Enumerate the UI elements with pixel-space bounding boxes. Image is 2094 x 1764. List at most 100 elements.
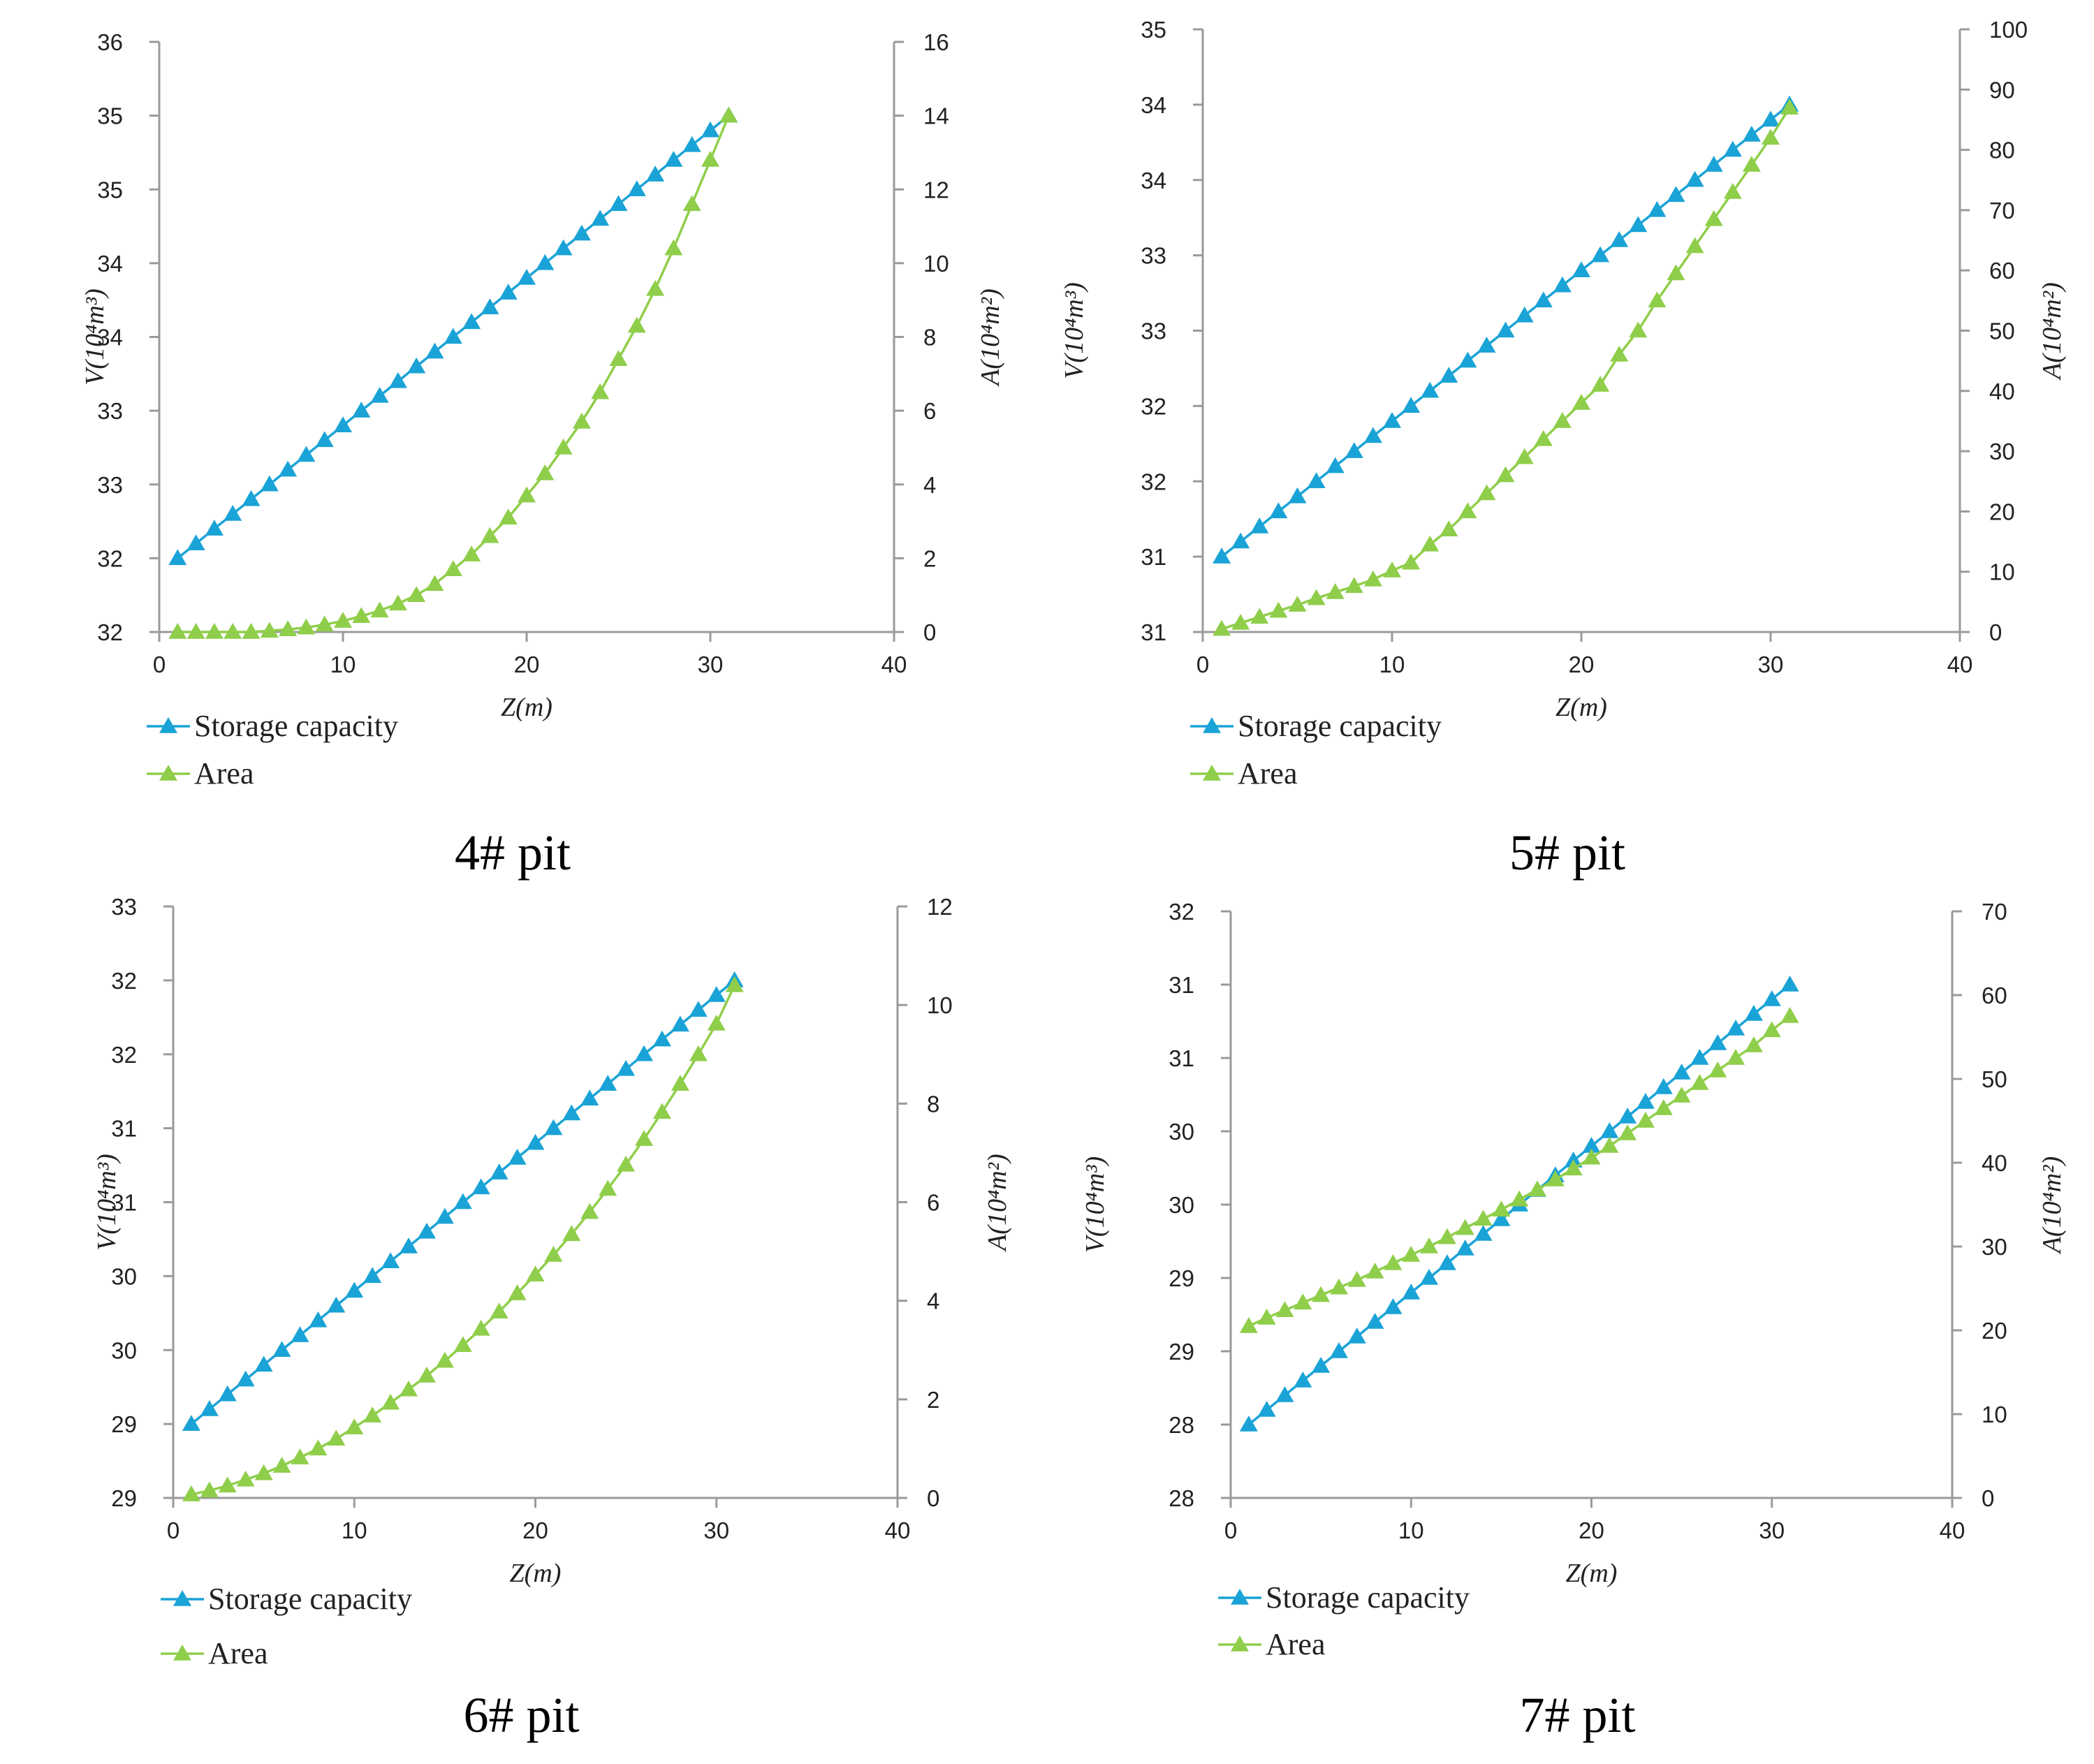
area-point	[1780, 1007, 1799, 1023]
y-right-tick-label: 20	[1989, 499, 2015, 524]
storage-capacity-point	[1610, 231, 1629, 247]
storage-capacity-point	[1347, 1328, 1366, 1344]
area-point	[186, 623, 205, 639]
area-point	[1618, 1124, 1637, 1140]
area-point	[453, 1336, 472, 1352]
y-right-tick-label: 10	[1989, 559, 2015, 585]
y-left-tick-label: 30	[1169, 1192, 1194, 1218]
legend-label: Area	[1266, 1627, 1326, 1661]
area-point	[1572, 394, 1590, 410]
legend-label: Storage capacity	[1266, 1580, 1470, 1615]
y-left-tick-label: 32	[111, 1042, 137, 1068]
area-point	[1534, 429, 1553, 446]
area-point	[1704, 210, 1723, 226]
area-point	[1269, 601, 1288, 618]
x-tick-label: 40	[1940, 1517, 1965, 1543]
storage-capacity-point	[572, 224, 591, 241]
legend-label: Area	[194, 756, 254, 791]
storage-capacity-point	[591, 210, 610, 226]
area-point	[272, 1457, 291, 1473]
x-tick-label: 20	[1569, 652, 1595, 677]
storage-capacity-point	[689, 1001, 708, 1017]
area-point	[1326, 583, 1345, 599]
y-right-tick-label: 40	[1989, 378, 2015, 404]
storage-capacity-point	[1402, 397, 1421, 413]
area-point	[407, 586, 426, 602]
area-point	[1492, 1200, 1511, 1217]
area-point	[1437, 1228, 1456, 1244]
area-point	[291, 1448, 309, 1464]
area-point	[499, 508, 518, 525]
area-point	[417, 1366, 436, 1383]
storage-capacity-point	[279, 460, 298, 477]
storage-capacity-point	[1257, 1401, 1276, 1417]
area-point	[508, 1284, 527, 1300]
y-left-tick-label: 33	[1141, 243, 1166, 269]
storage-capacity-point	[664, 151, 683, 167]
y-right-tick-label: 12	[923, 177, 949, 203]
y-right-tick-label: 6	[927, 1190, 939, 1216]
y-right-tick-label: 10	[1982, 1402, 2007, 1427]
y-right-tick-label: 0	[1982, 1485, 1994, 1511]
x-axis-title: Z(m)	[501, 693, 552, 722]
area-point	[1257, 1309, 1276, 1325]
area-point	[1496, 466, 1515, 483]
storage-capacity-point	[617, 1059, 636, 1076]
storage-capacity-point	[1307, 472, 1326, 488]
area-point	[1685, 237, 1704, 253]
storage-capacity-point	[1564, 1152, 1583, 1168]
storage-capacity-point	[1685, 170, 1704, 187]
y-right-tick-label: 2	[923, 545, 936, 571]
area-point	[309, 1439, 328, 1456]
area-point	[254, 1464, 273, 1480]
storage-capacity-point	[1780, 976, 1799, 992]
storage-capacity-point	[1648, 200, 1667, 217]
y-left-tick-label: 31	[1141, 619, 1166, 645]
x-tick-label: 30	[703, 1517, 729, 1543]
area-point	[224, 623, 242, 639]
y-right-tick-label: 30	[1982, 1234, 2007, 1260]
x-tick-label: 10	[342, 1517, 367, 1543]
x-axis-title: Z(m)	[1555, 693, 1607, 722]
area-point	[646, 279, 665, 296]
storage-capacity-point	[254, 1355, 273, 1372]
storage-capacity-point	[1636, 1093, 1655, 1109]
storage-capacity-point	[453, 1193, 472, 1210]
y-left-tick-label: 29	[111, 1485, 137, 1511]
storage-capacity-point	[554, 239, 573, 256]
storage-capacity-point	[471, 1178, 490, 1195]
storage-capacity-point	[1496, 321, 1515, 338]
storage-capacity-point	[1553, 276, 1572, 293]
y-right-tick-label: 30	[1989, 439, 2015, 464]
y-right-tick-label: 0	[927, 1485, 939, 1511]
area-point	[1329, 1278, 1348, 1295]
area-point	[1648, 291, 1667, 308]
area-point	[707, 1014, 726, 1031]
y-right-tick-label: 0	[923, 619, 936, 645]
legend-marker	[1231, 1636, 1249, 1652]
area-point	[1345, 577, 1363, 594]
legend-marker	[173, 1645, 191, 1661]
x-tick-label: 20	[514, 652, 540, 677]
area-point	[518, 486, 536, 503]
legend-marker	[1231, 1589, 1249, 1605]
area-point	[1347, 1271, 1366, 1287]
area-point	[388, 594, 407, 611]
area-point	[682, 195, 701, 212]
storage-capacity-point	[315, 431, 334, 448]
y-right-axis-title: A(10⁴m²)	[983, 1154, 1012, 1253]
y-right-tick-label: 0	[1989, 619, 2002, 645]
series-line-area	[177, 115, 730, 633]
area-point	[425, 575, 444, 591]
area-point	[1629, 321, 1648, 338]
storage-capacity-point	[1723, 140, 1742, 157]
area-point	[1231, 614, 1250, 630]
storage-capacity-point	[1534, 291, 1553, 308]
area-point	[1762, 128, 1780, 145]
area-point	[1384, 1254, 1403, 1270]
y-right-tick-label: 12	[927, 894, 953, 920]
storage-capacity-point	[1383, 411, 1401, 428]
storage-capacity-point	[417, 1222, 436, 1239]
y-right-tick-label: 70	[1989, 198, 2015, 223]
storage-capacity-point	[1458, 351, 1477, 368]
